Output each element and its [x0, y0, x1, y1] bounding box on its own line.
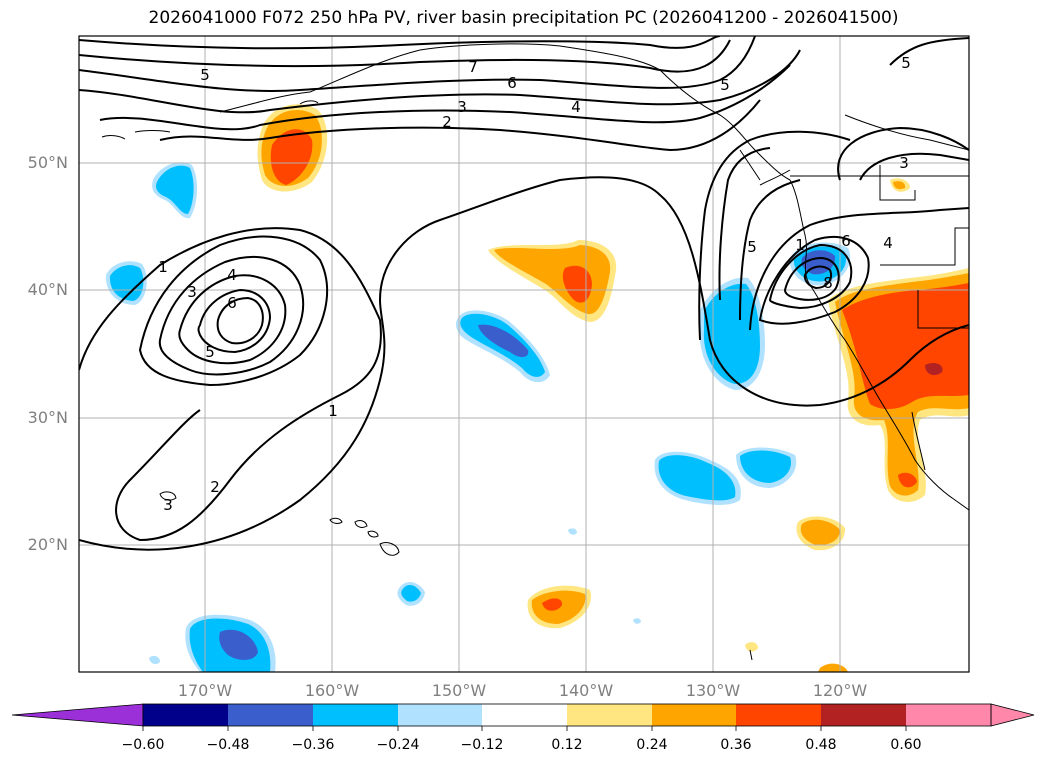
colorbar-tick-label: 0.48 — [805, 737, 837, 753]
contour-label: 5 — [205, 343, 215, 361]
colorbar-tick-label: −0.24 — [376, 737, 420, 753]
contour-label: 5 — [720, 76, 730, 94]
lat-label: 50°N — [27, 153, 68, 172]
colorbar-tick-label: 0.24 — [636, 737, 668, 753]
contour-label: 4 — [227, 266, 237, 284]
colorbar-segment — [736, 704, 821, 726]
contour-label: 4 — [571, 98, 581, 116]
colorbar-segment — [821, 704, 906, 726]
contour-label: 6 — [841, 232, 851, 250]
contour-label: 5 — [901, 54, 911, 72]
colorbar-extend-high — [990, 703, 1035, 727]
colorbar-tick-label: 0.12 — [551, 737, 583, 753]
precip-anomaly-fill — [105, 104, 969, 672]
contour-label: 1 — [795, 236, 805, 254]
contour-label: 1 — [158, 258, 168, 276]
colorbar-segment — [652, 704, 736, 726]
lon-label: 150°W — [431, 681, 487, 700]
colorbar-tick-label: 0.60 — [890, 737, 922, 753]
lon-label: 170°W — [177, 681, 233, 700]
contour-label: 6 — [227, 294, 237, 312]
colorbar — [11, 703, 1035, 731]
lon-label: 120°W — [812, 681, 868, 700]
contour-label: 8 — [823, 274, 833, 292]
colorbar-segment — [398, 704, 482, 726]
colorbar-tick-label: 0.36 — [720, 737, 752, 753]
colorbar-segment — [143, 704, 228, 726]
colorbar-segment — [906, 704, 991, 726]
colorbar-segment — [313, 704, 398, 726]
contour-label: 2 — [210, 478, 220, 496]
colorbar-segment — [567, 704, 652, 726]
contour-label: 3 — [163, 496, 173, 514]
lon-label: 140°W — [558, 681, 614, 700]
lat-label: 20°N — [27, 535, 68, 554]
lat-label: 40°N — [27, 280, 68, 299]
pv-contours — [79, 36, 969, 551]
graticule — [79, 36, 969, 672]
lat-label: 30°N — [27, 408, 68, 427]
contour-label: 3 — [457, 98, 467, 116]
contour-label: 4 — [883, 234, 893, 252]
colorbar-segment — [482, 704, 567, 726]
lon-label: 130°W — [685, 681, 741, 700]
colorbar-extend-low — [11, 703, 144, 727]
plot-frame — [78, 35, 970, 673]
lon-label: 160°W — [304, 681, 360, 700]
contour-label: 3 — [899, 154, 909, 172]
contour-label: 5 — [200, 66, 210, 84]
contour-label: 6 — [507, 74, 517, 92]
contour-label: 2 — [442, 113, 452, 131]
contour-label: 7 — [468, 58, 478, 76]
map-title: 2026041000 F072 250 hPa PV, river basin … — [148, 8, 899, 28]
contour-label: 3 — [187, 283, 197, 301]
contour-labels: 5 7 6 4 3 2 5 3 4 1 3 6 5 1 2 3 5 1 6 8 … — [158, 54, 911, 514]
colorbar-tick-label: −0.48 — [206, 737, 250, 753]
colorbar-segment — [228, 704, 313, 726]
contour-label: 5 — [747, 238, 757, 256]
colorbar-tick-label: −0.60 — [121, 737, 165, 753]
contour-label: 1 — [328, 402, 338, 420]
colorbar-tick-label: −0.36 — [291, 737, 335, 753]
colorbar-tick-label: −0.12 — [460, 737, 504, 753]
